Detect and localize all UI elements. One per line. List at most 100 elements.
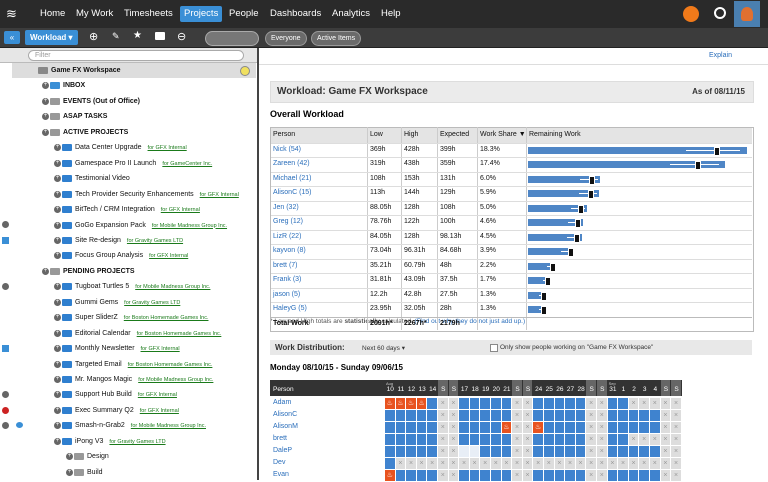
person-link[interactable]: Evan [273, 471, 289, 478]
expander[interactable]: + [42, 82, 49, 90]
filter-input[interactable]: Filter [28, 50, 244, 61]
client-link[interactable]: for GFX Internal [199, 191, 239, 198]
tree-row[interactable]: + Super SliderZ for Boston Homemade Games … [12, 310, 256, 325]
filter-toggle[interactable] [205, 31, 259, 46]
expander[interactable]: + [54, 175, 61, 183]
person-link[interactable]: Dev [273, 459, 286, 466]
item-label[interactable]: Game FX Workspace [51, 63, 121, 78]
person-link[interactable]: HaleyG (5) [273, 305, 307, 312]
avatar[interactable] [734, 1, 760, 27]
expander[interactable]: + [66, 453, 73, 461]
item-label[interactable]: Gummi Gems for Gravity Games LTD [75, 295, 180, 311]
client-link[interactable]: for GFX Internal [140, 346, 180, 353]
item-label[interactable]: PENDING PROJECTS [63, 264, 135, 279]
item-label[interactable]: Editorial Calendar for Boston Homemade Ga… [75, 326, 221, 342]
nav-item[interactable]: My Work [76, 8, 114, 19]
item-label[interactable]: Focus Group Analysis for GFX Internal [75, 248, 188, 264]
tree-row[interactable]: + Focus Group Analysis for GFX Internal [12, 248, 256, 263]
expander[interactable]: + [54, 360, 61, 368]
tree-row[interactable]: + Tugboat Turtles 5 for Mobile Madness Gro… [12, 279, 256, 294]
logo[interactable]: ≋ [6, 6, 17, 21]
item-label[interactable]: INBOX [63, 78, 85, 93]
item-label[interactable]: Exec Summary Q2 for GFX Internal [75, 403, 179, 419]
client-link[interactable]: for Gravity Games LTD [109, 438, 166, 445]
tree-row[interactable]: + Data Center Upgrade for GFX Internal [12, 140, 256, 155]
tree-row[interactable]: + ACTIVE PROJECTS [12, 125, 256, 140]
person-link[interactable]: Nick (54) [273, 145, 302, 153]
person-link[interactable]: DaleP [273, 447, 293, 454]
expander[interactable]: + [54, 345, 61, 353]
filter-pill[interactable]: Everyone [265, 31, 307, 46]
expander[interactable]: + [54, 159, 61, 167]
nav-item[interactable]: People [229, 8, 259, 19]
expander[interactable]: + [54, 422, 61, 430]
item-label[interactable]: GoGo Expansion Pack for Mobile Madness Gr… [75, 218, 227, 234]
column-header[interactable]: High [404, 131, 419, 138]
client-link[interactable]: for GameCenter Inc. [162, 160, 213, 167]
tree-row[interactable]: + Support Hub Build for GFX Internal [12, 387, 256, 402]
expander[interactable]: + [54, 190, 61, 198]
explain-link[interactable]: Explain [709, 52, 732, 59]
expander[interactable]: + [54, 406, 61, 414]
tree-row[interactable]: + Design [12, 449, 256, 464]
tree-row[interactable]: + Exec Summary Q2 for GFX Internal [12, 403, 256, 418]
tree-row[interactable]: + Site Re-design for Gravity Games LTD [12, 233, 256, 248]
person-link[interactable]: Adam [273, 399, 292, 406]
item-label[interactable]: BitTech / CRM Integration for GFX Interna… [75, 202, 200, 218]
item-label[interactable]: ACTIVE PROJECTS [63, 125, 128, 140]
expander[interactable]: + [54, 283, 61, 291]
client-link[interactable]: for Mobile Madness Group Inc. [130, 423, 206, 430]
tree-row[interactable]: + EVENTS (Out of Office) [12, 94, 256, 109]
tree-row[interactable]: + Editorial Calendar for Boston Homemade G… [12, 326, 256, 341]
nav-item[interactable]: Home [40, 8, 66, 19]
column-header[interactable]: Expected [440, 131, 470, 138]
person-link[interactable]: AlisonM [273, 423, 298, 430]
nav-item[interactable]: Projects [180, 6, 223, 22]
timer-icon[interactable] [683, 6, 699, 22]
item-label[interactable]: Monthly Newsletter for GFX Internal [75, 341, 180, 357]
checkbox[interactable] [490, 344, 498, 352]
person-link[interactable]: AlisonC (15) [273, 189, 312, 196]
tree-row[interactable]: + Testimonial Video [12, 171, 256, 186]
person-link[interactable]: LizR (22) [273, 232, 302, 240]
column-header[interactable]: Work Share ▼ [480, 131, 526, 138]
item-label[interactable]: Mr. Mangos Magic for Mobile Madness Group… [75, 372, 213, 388]
item-label[interactable]: Data Center Upgrade for GFX Internal [75, 140, 187, 156]
person-link[interactable]: AlisonC [273, 411, 298, 418]
expander[interactable]: + [54, 437, 61, 445]
item-label[interactable]: ASAP TASKS [63, 109, 107, 124]
item-label[interactable]: Testimonial Video [75, 171, 130, 186]
item-label[interactable]: Design [87, 449, 109, 464]
expander[interactable]: + [54, 391, 61, 399]
person-link[interactable]: Greg (12) [273, 218, 303, 225]
client-link[interactable]: for Gravity Games LTD [126, 237, 184, 244]
expander[interactable]: + [54, 376, 61, 383]
person-link[interactable]: brett (7) [273, 261, 298, 269]
item-label[interactable]: Smash-n-Grab2 for Mobile Madness Group In… [75, 418, 206, 434]
search-icon[interactable] [714, 7, 726, 19]
column-header[interactable]: Remaining Work [529, 131, 581, 138]
person-link[interactable]: Michael (21) [273, 174, 312, 182]
expander[interactable]: + [66, 468, 73, 476]
tree-row[interactable]: + Gamespace Pro II Launch for GameCenter I… [12, 156, 256, 171]
person-link[interactable]: Jen (32) [273, 203, 299, 211]
edit-icon[interactable]: ✎ [112, 31, 120, 41]
expander[interactable]: + [54, 314, 61, 322]
tree-row[interactable]: + Build [12, 465, 256, 480]
tree-row[interactable]: + Targeted Email for Boston Homemade Games… [12, 357, 256, 372]
nav-item[interactable]: Help [381, 8, 401, 19]
nav-item[interactable]: Dashboards [270, 8, 322, 19]
expander[interactable]: + [54, 298, 61, 306]
client-link[interactable]: for Mobile Madness Group Inc. [135, 284, 211, 291]
tree-row[interactable]: + Smash-n-Grab2 for Mobile Madness Group I… [12, 418, 256, 433]
client-link[interactable]: for Mobile Madness Group Inc. [151, 222, 228, 229]
star-icon[interactable]: ★ [133, 30, 142, 41]
nav-item[interactable]: Timesheets [124, 8, 173, 19]
person-link[interactable]: Frank (3) [273, 276, 302, 283]
expander[interactable]: + [54, 144, 61, 152]
tree-row[interactable]: + ASAP TASKS [12, 109, 256, 124]
footnote-link[interactable]: (Find out why they do not just add up.) [414, 318, 526, 325]
item-label[interactable]: Build [87, 465, 103, 480]
view-select[interactable]: Workload ▾ [25, 30, 78, 45]
item-label[interactable]: Gamespace Pro II Launch for GameCenter In… [75, 156, 212, 172]
